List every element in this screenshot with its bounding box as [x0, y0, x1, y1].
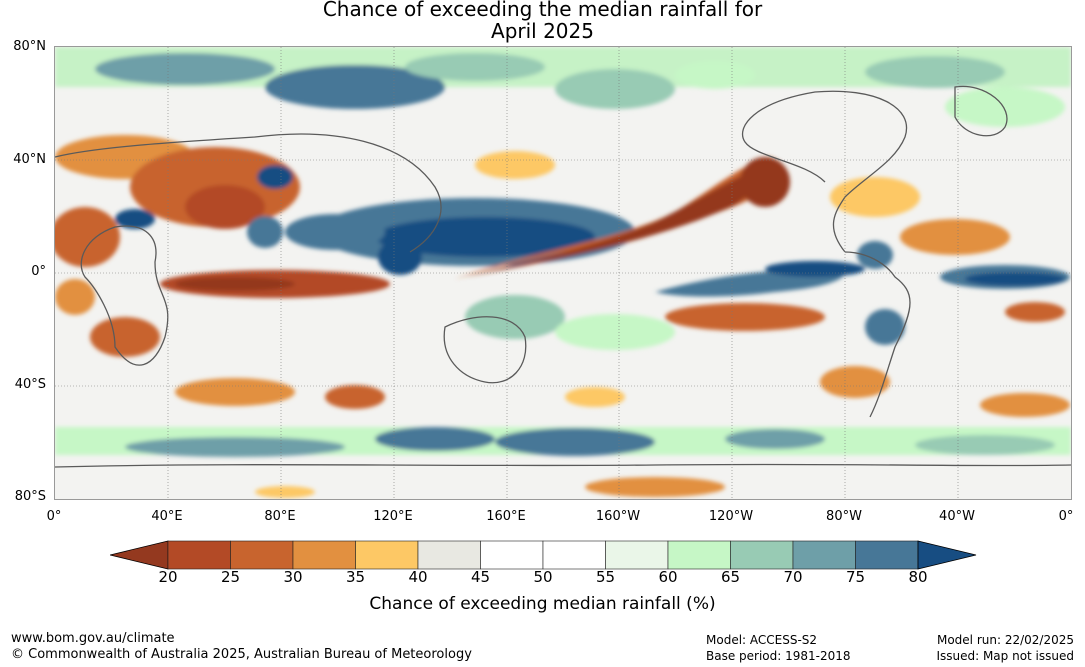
lon-label-40e: 40°E	[151, 509, 183, 524]
footer-issued: Issued: Map not issued	[936, 649, 1074, 663]
lat-label-equator: 0°	[31, 264, 46, 279]
footer-base-period: Base period: 1981-2018	[706, 649, 851, 663]
lon-label-80e: 80°E	[264, 509, 296, 524]
colorbar-tick: 20	[158, 568, 178, 586]
colorbar-tick: 70	[783, 568, 803, 586]
colorbar-segment	[167, 540, 231, 570]
colorbar-segment	[417, 540, 481, 570]
footer-copyright: © Commonwealth of Australia 2025, Austra…	[11, 647, 472, 662]
lat-label-40n: 40°N	[13, 152, 46, 167]
footer-model: Model: ACCESS-S2	[706, 633, 818, 647]
map-title-line-1: Chance of exceeding the median rainfall …	[322, 0, 763, 21]
lon-label-160e: 160°E	[486, 509, 526, 524]
colorbar-extend-high	[917, 540, 977, 570]
colorbar-segment	[667, 540, 731, 570]
colorbar-segment	[355, 540, 419, 570]
colorbar-tick: 75	[845, 568, 866, 586]
lat-label-80s: 80°S	[14, 489, 46, 504]
lon-label-120w: 120°W	[708, 509, 754, 524]
lat-label-40s: 40°S	[14, 377, 46, 392]
colorbar-tick: 45	[470, 568, 491, 586]
lon-label-120e: 120°E	[373, 509, 413, 524]
colorbar-legend	[110, 540, 977, 570]
colorbar-segment	[792, 540, 856, 570]
colorbar-tick: 30	[283, 568, 303, 586]
colorbar-tick: 40	[408, 568, 428, 586]
colorbar-tick: 65	[720, 568, 741, 586]
map-canvas	[55, 47, 1071, 499]
colorbar-segment	[730, 540, 794, 570]
colorbar-tick: 60	[658, 568, 678, 586]
colorbar-segment	[605, 540, 669, 570]
colorbar-segment	[855, 540, 919, 570]
colorbar-segment	[542, 540, 606, 570]
footer-website: www.bom.gov.au/climate	[11, 631, 175, 646]
colorbar-tick: 55	[595, 568, 616, 586]
colorbar-tick: 50	[533, 568, 553, 586]
lon-label-160w: 160°W	[595, 509, 641, 524]
lon-label-80w: 80°W	[826, 509, 862, 524]
rainfall-probability-map	[54, 46, 1072, 500]
lon-label-40w: 40°W	[939, 509, 975, 524]
colorbar-tick: 80	[908, 568, 928, 586]
colorbar-segment	[230, 540, 294, 570]
colorbar-segment	[292, 540, 356, 570]
colorbar-tick: 25	[220, 568, 241, 586]
lon-label-0-east-edge: 0°	[1058, 509, 1074, 524]
lon-label-0-west-edge: 0°	[46, 509, 62, 524]
colorbar-segment	[480, 540, 544, 570]
colorbar-segments	[110, 540, 977, 570]
colorbar-label: Chance of exceeding median rainfall (%)	[369, 594, 716, 614]
footer-model-run: Model run: 22/02/2025	[936, 633, 1074, 647]
colorbar-tick: 35	[345, 568, 366, 586]
map-title-line-2: April 2025	[491, 19, 594, 43]
colorbar-extend-low	[110, 540, 169, 570]
probability-field	[55, 47, 1071, 498]
graticule	[55, 47, 1071, 499]
lat-label-80n: 80°N	[13, 39, 46, 54]
